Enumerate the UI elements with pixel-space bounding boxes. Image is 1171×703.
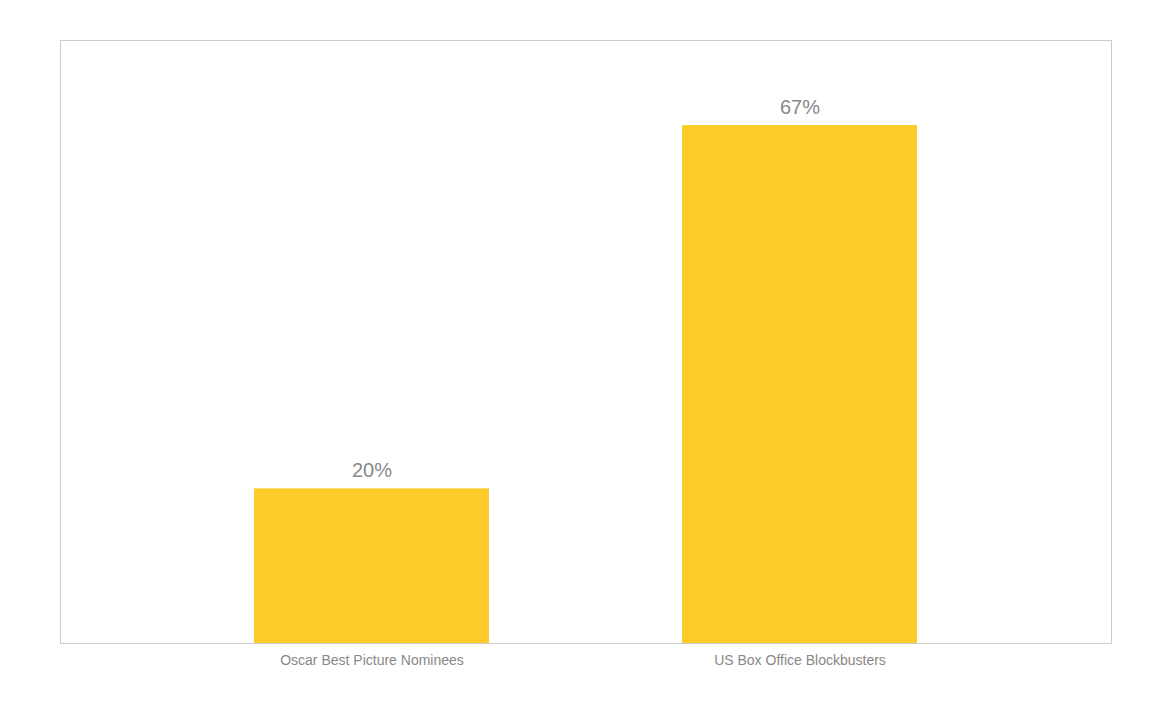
svg-text:US Box Office Blockbusters: US Box Office Blockbusters <box>714 652 886 668</box>
svg-text:Oscar Best Picture Nominees: Oscar Best Picture Nominees <box>280 652 464 668</box>
svg-text:67%: 67% <box>780 96 820 118</box>
svg-text:20%: 20% <box>352 459 392 481</box>
